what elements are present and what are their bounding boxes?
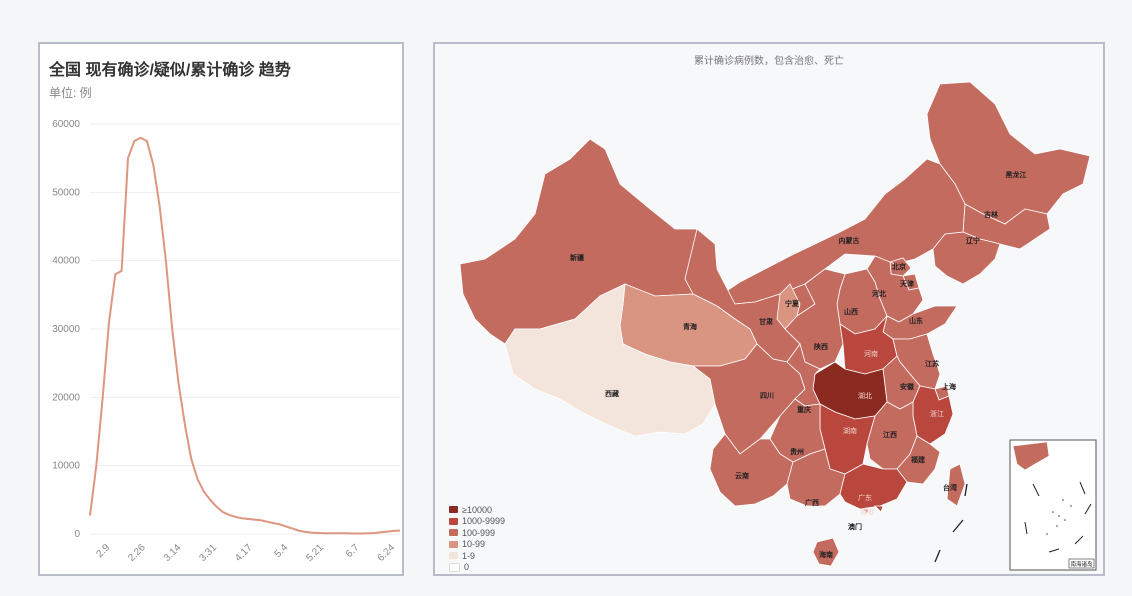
province-label: 内蒙古 [839,236,860,245]
province-label: 西藏 [605,389,619,398]
legend-label: 10-99 [462,539,486,550]
province-label: 重庆 [797,405,811,414]
province-label: 江西 [883,430,897,439]
province-label: 甘肃 [759,317,773,326]
province-label: 宁夏 [785,299,800,308]
province-region[interactable] [932,231,1001,285]
province-label: 山西 [844,307,858,316]
province-label: 海南 [819,550,833,559]
province-label: 湖北 [858,391,872,400]
map-legend: ≥10000 1000-9999 100-999 10-99 1-9 0 [449,504,505,573]
province-label: 浙江 [930,409,944,418]
province-region[interactable] [724,158,966,305]
x-tick-label: 5.21 [304,542,326,564]
province-label: 澳门 [848,522,862,531]
province-label: 新疆 [570,253,584,262]
inset-label: 南海诸岛 [1070,560,1093,568]
x-tick-label: 6.24 [376,542,398,564]
province-label: 辽宁 [966,236,980,245]
nine-dash-line [934,483,968,563]
province-label: 香港 [860,507,874,516]
province-region[interactable] [709,433,794,507]
province-label: 云南 [735,471,749,480]
trend-x-axis: 2.9 2.26 3.14 3.31 4.17 5.4 5.21 6.7 6.24 [95,542,398,564]
province-label: 北京 [892,262,906,271]
trend-chart-title: 全国 现有确诊/疑似/累计确诊 趋势 [49,62,291,79]
trend-grid [90,123,400,535]
legend-label: 0 [464,562,470,573]
legend-label: 1000-9999 [462,516,506,527]
x-tick-label: 3.14 [162,542,184,564]
legend-label: ≥10000 [462,504,492,515]
x-tick-label: 5.4 [273,542,291,560]
province-label: 四川 [760,392,774,400]
x-tick-label: 4.17 [233,542,255,564]
province-region[interactable] [812,537,840,567]
x-tick-label: 2.26 [126,542,148,564]
province-label: 广东 [858,493,872,502]
province-label: 河北 [872,289,886,298]
province-label: 天津 [900,279,914,288]
province-region[interactable] [874,505,884,513]
legend-item[interactable]: ≥10000 [449,504,505,516]
province-region[interactable] [946,463,966,507]
x-tick-label: 3.31 [197,542,219,564]
province-label: 山东 [909,316,923,325]
x-tick-label: 6.7 [344,542,362,560]
y-tick-label: 60000 [52,119,80,130]
trend-y-axis: 0 10000 20000 30000 40000 50000 60000 [52,119,80,540]
x-tick-label: 2.9 [95,542,113,560]
legend-swatch [449,552,458,560]
y-tick-label: 50000 [52,187,80,198]
y-tick-label: 20000 [52,392,80,403]
province-label: 吉林 [984,210,999,219]
legend-swatch [449,506,458,514]
y-tick-label: 10000 [52,461,80,472]
legend-item[interactable]: 0 [449,562,505,574]
legend-swatch [449,562,460,572]
province-label: 陕西 [814,342,828,351]
province-label: 福建 [910,455,926,464]
legend-item[interactable]: 10-99 [449,539,505,551]
province-label: 湖南 [843,426,857,435]
legend-swatch [449,529,458,537]
y-tick-label: 30000 [52,324,80,335]
trend-series-line [89,136,401,535]
province-label: 台湾 [943,483,957,492]
province-region[interactable] [786,343,821,407]
trend-chart-unit: 单位: 例 [49,86,92,100]
y-tick-label: 0 [74,529,80,540]
map-chart-panel: 累计确诊病例数，包含治愈、死亡 黑龙江吉林辽宁 内蒙古北京天津河北山西山东 新疆甘肃… [433,42,1105,576]
legend-item[interactable]: 1-9 [449,550,505,562]
trend-line-chart: 0 10000 20000 30000 40000 50000 60000 2.9 2.26 3… [52,119,401,564]
legend-swatch [449,517,458,525]
province-label: 黑龙江 [1006,170,1027,179]
legend-item[interactable]: 100-999 [449,527,505,539]
legend-label: 1-9 [462,550,476,561]
province-label: 贵州 [790,447,804,456]
legend-label: 100-999 [462,527,496,538]
province-label: 广西 [805,498,819,507]
province-region[interactable] [862,508,870,515]
province-label: 上海 [942,382,956,391]
province-label: 江苏 [925,359,939,368]
province-label: 青海 [683,322,697,331]
province-label: 安徽 [900,382,915,391]
province-label: 河南 [864,349,878,358]
y-tick-label: 40000 [52,256,80,267]
trend-chart-panel: 全国 现有确诊/疑似/累计确诊 趋势 单位: 例 0 10000 20000 3000… [38,42,404,576]
province-region[interactable] [839,463,908,510]
south-china-sea-inset: 南海诸岛 [1009,439,1097,571]
map-chart-title: 累计确诊病例数，包含治愈、死亡 [694,56,844,67]
legend-item[interactable]: 1000-9999 [449,516,505,528]
legend-swatch [449,540,458,548]
